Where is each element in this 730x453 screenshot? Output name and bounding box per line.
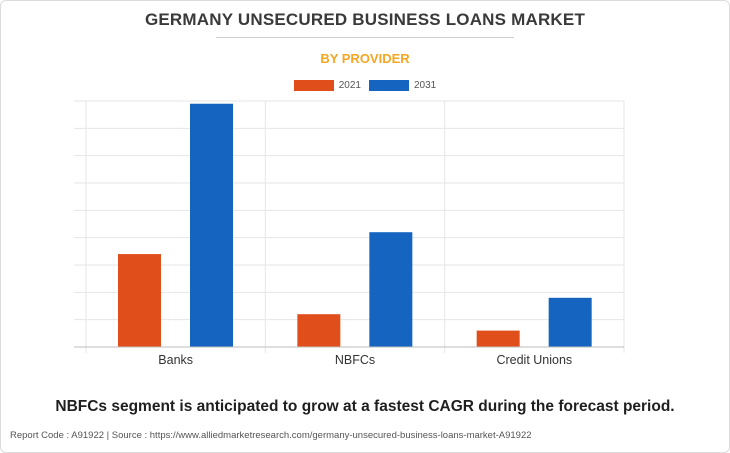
bar-banks-2021 xyxy=(118,254,161,347)
bar-credit-unions-2021 xyxy=(476,330,520,347)
legend-swatch-2031 xyxy=(369,80,409,91)
title-divider xyxy=(216,37,514,38)
x-tick-label: NBFCs xyxy=(335,353,375,367)
x-tick-label: Credit Unions xyxy=(496,353,572,367)
footer-source: Report Code : A91922 | Source : https://… xyxy=(10,430,532,441)
legend-swatch-2021 xyxy=(293,80,334,91)
chart-title: GERMANY UNSECURED BUSINESS LOANS MARKET xyxy=(144,10,586,29)
legend: 2021 2031 xyxy=(0,80,730,91)
legend-label-2021: 2021 xyxy=(338,80,361,91)
legend-label-2031: 2031 xyxy=(414,80,437,91)
bar-nbfcs-2031 xyxy=(369,232,413,347)
chart-subtitle: BY PROVIDER xyxy=(320,51,410,66)
legend-item-2021: 2021 xyxy=(293,80,361,91)
legend-item-2031: 2031 xyxy=(369,80,436,91)
bar-banks-2031 xyxy=(190,103,233,347)
bar-nbfcs-2021 xyxy=(297,314,341,347)
x-tick-label: Banks xyxy=(158,353,193,367)
headline-text: NBFCs segment is anticipated to grow at … xyxy=(55,398,675,415)
bar-credit-unions-2031 xyxy=(548,297,592,347)
